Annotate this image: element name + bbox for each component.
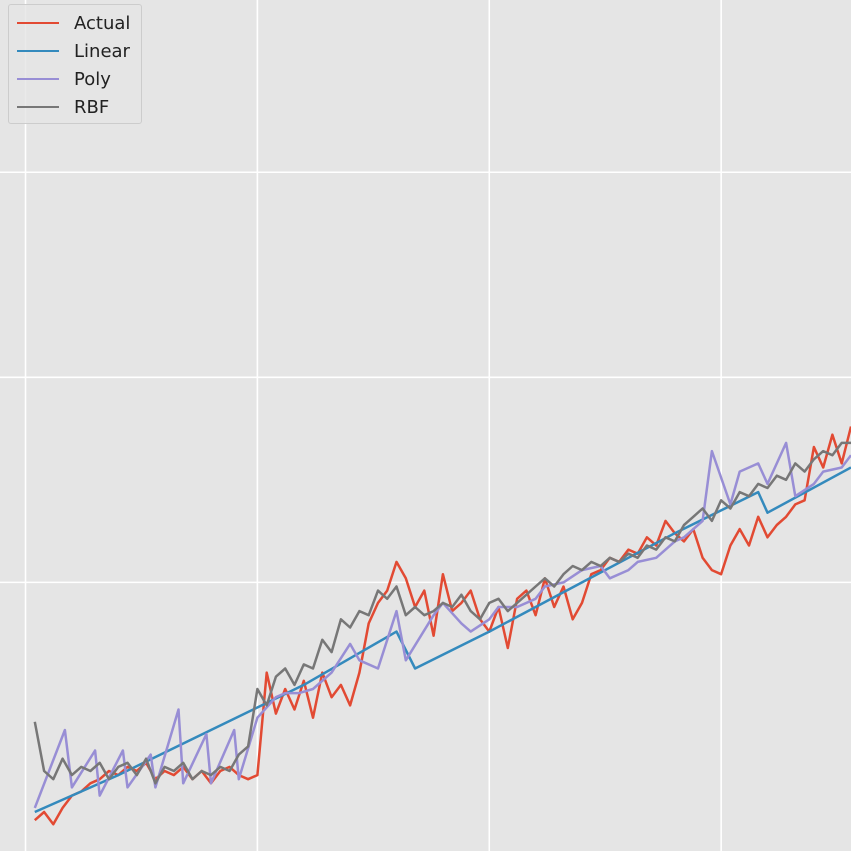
legend-label-linear: Linear: [74, 40, 130, 62]
series-line-rbf: [33, 441, 851, 785]
legend-label-rbf: RBF: [74, 96, 110, 118]
legend-label-poly: Poly: [74, 68, 111, 90]
legend-swatch-rbf: [17, 106, 59, 108]
legend-swatch-linear: [17, 50, 59, 52]
legend-item-actual: Actual: [17, 11, 130, 35]
legend: Actual Linear Poly RBF: [8, 4, 142, 124]
legend-item-poly: Poly: [17, 67, 111, 91]
series-line-actual: [33, 426, 851, 826]
legend-item-rbf: RBF: [17, 95, 109, 119]
legend-swatch-poly: [17, 78, 59, 80]
series-layer: [33, 426, 851, 826]
series-line-poly: [33, 441, 851, 809]
legend-swatch-actual: [17, 22, 59, 24]
legend-item-linear: Linear: [17, 39, 130, 63]
legend-label-actual: Actual: [74, 12, 131, 34]
series-line-linear: [34, 466, 851, 814]
